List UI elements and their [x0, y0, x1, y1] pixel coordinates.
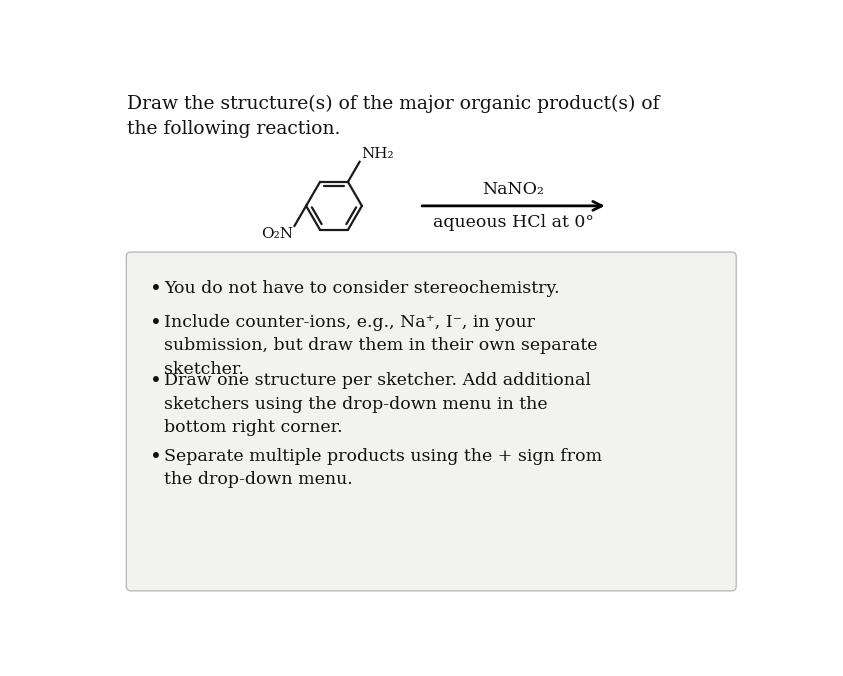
Text: •: • — [150, 314, 162, 333]
Text: Separate multiple products using the + sign from
the drop-down menu.: Separate multiple products using the + s… — [164, 448, 603, 488]
Text: •: • — [150, 372, 162, 391]
Text: •: • — [150, 280, 162, 299]
Text: NH₂: NH₂ — [361, 147, 394, 161]
Text: Include counter-ions, e.g., Na⁺, I⁻, in your
submission, but draw them in their : Include counter-ions, e.g., Na⁺, I⁻, in … — [164, 314, 598, 378]
Text: aqueous HCl at 0°: aqueous HCl at 0° — [433, 214, 594, 231]
Text: NaNO₂: NaNO₂ — [482, 181, 545, 198]
Text: You do not have to consider stereochemistry.: You do not have to consider stereochemis… — [164, 280, 560, 297]
Text: •: • — [150, 448, 162, 466]
Text: Draw the structure(s) of the major organic product(s) of
the following reaction.: Draw the structure(s) of the major organ… — [127, 95, 659, 138]
Text: O₂N: O₂N — [261, 226, 293, 241]
FancyBboxPatch shape — [126, 252, 736, 591]
Text: Draw one structure per sketcher. Add additional
sketchers using the drop-down me: Draw one structure per sketcher. Add add… — [164, 372, 591, 436]
